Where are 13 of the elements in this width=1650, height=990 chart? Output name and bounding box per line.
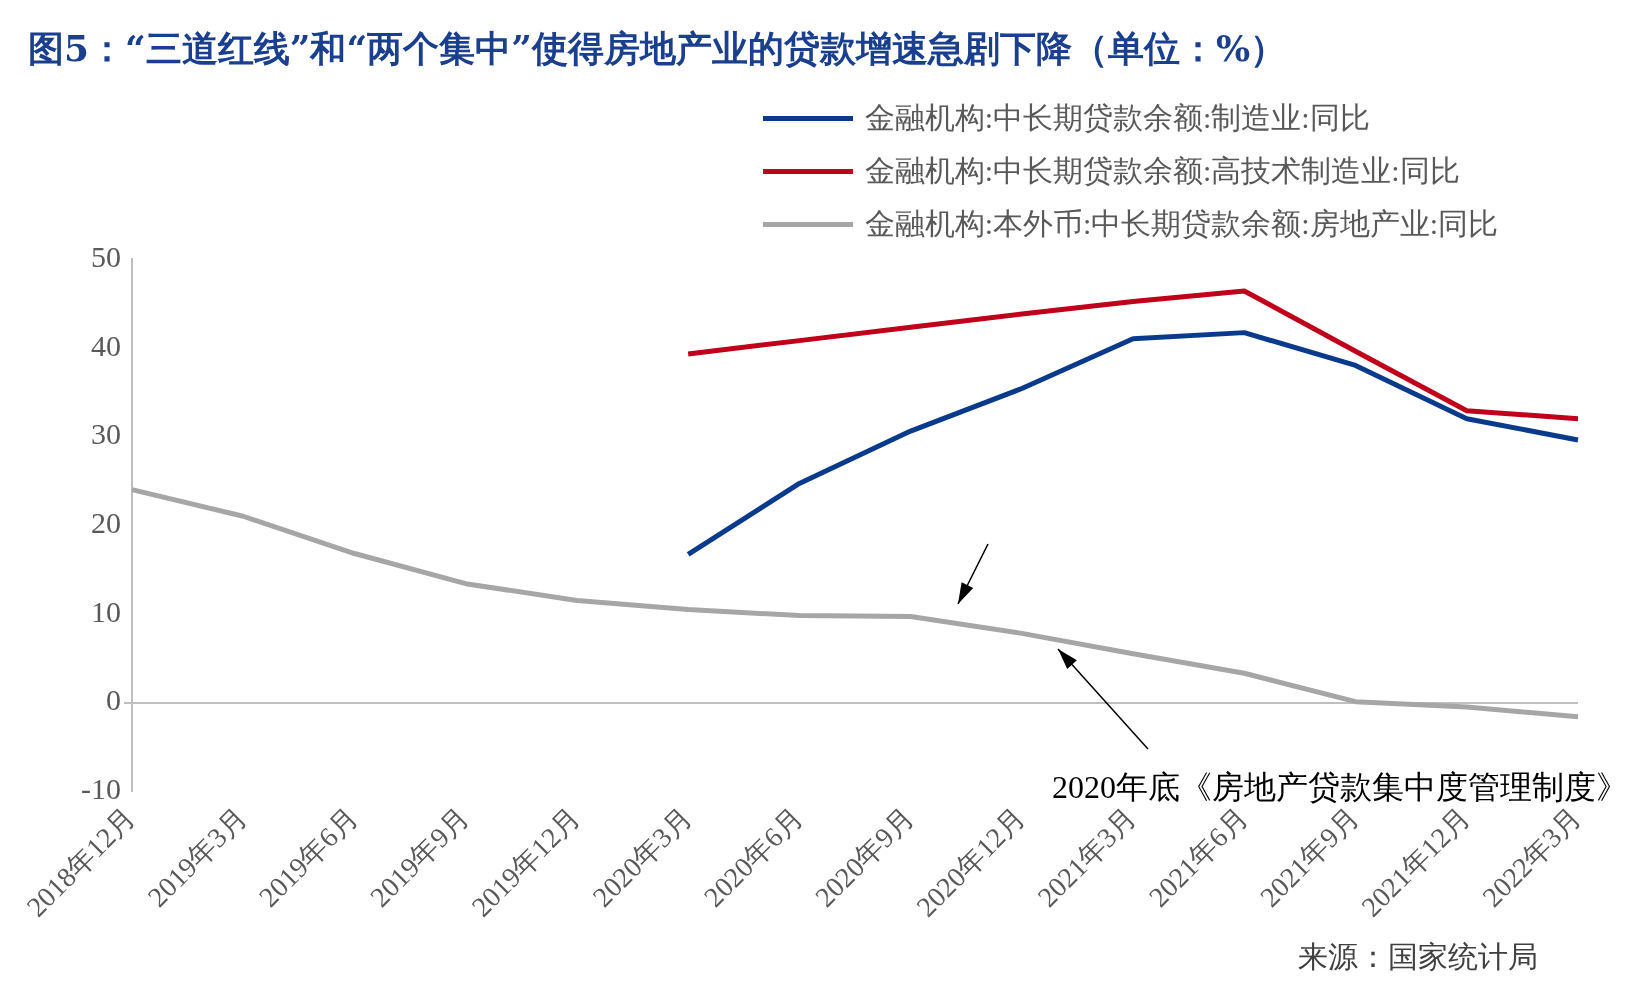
- y-tick-label: 20: [90, 506, 121, 539]
- chart-title: 图5：“三道红线”和“两个集中”使得房地产业的贷款增速急剧下降（单位：%）: [28, 26, 1288, 71]
- y-tick-label: 30: [90, 417, 121, 451]
- source-note: 来源：国家统计局: [1298, 939, 1538, 973]
- legend-label: 金融机构:中长期贷款余额:高技术制造业:同比: [864, 153, 1460, 189]
- annotation: 2020年底《房地产贷款集中度管理制度》: [1052, 768, 1628, 805]
- y-tick-label: 0: [105, 683, 121, 717]
- legend-label: 金融机构:本外币:中长期贷款余额:房地产业:同比: [864, 206, 1498, 242]
- legend-label: 金融机构:中长期贷款余额:制造业:同比: [864, 100, 1370, 136]
- y-tick-label: 50: [90, 239, 121, 273]
- y-tick-label: 10: [90, 594, 121, 628]
- y-tick-label: -10: [80, 772, 121, 806]
- y-tick-label: 40: [90, 328, 121, 362]
